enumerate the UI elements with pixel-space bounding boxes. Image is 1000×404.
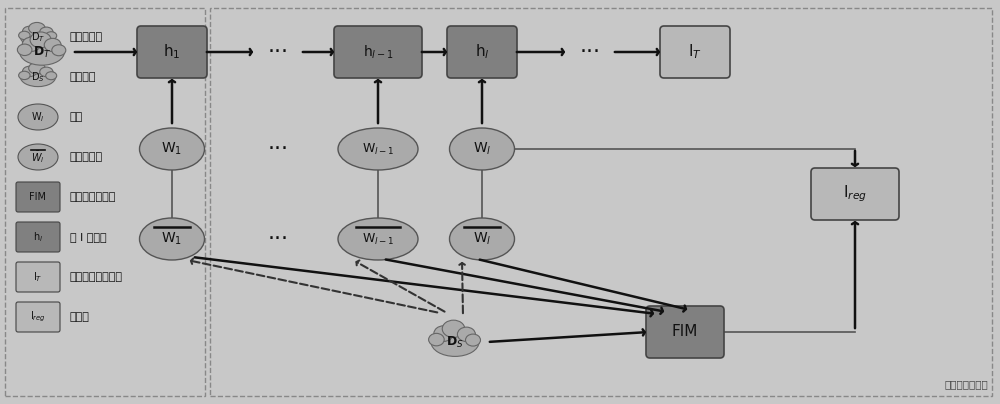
FancyBboxPatch shape [811,168,899,220]
Text: 第 l 层特征: 第 l 层特征 [70,232,107,242]
Text: 费希尔信息矩阵: 费希尔信息矩阵 [70,192,116,202]
Text: W$_1$: W$_1$ [161,231,183,247]
Text: I$_{reg}$: I$_{reg}$ [30,310,46,324]
Ellipse shape [431,328,479,356]
Text: $\bar{W}_l$: $\bar{W}_l$ [31,149,45,165]
Ellipse shape [40,67,53,77]
Ellipse shape [18,144,58,170]
Text: W$_{l-1}$: W$_{l-1}$ [362,231,394,246]
Text: FIM: FIM [672,324,698,339]
Ellipse shape [29,63,45,74]
Text: FIM: FIM [30,192,46,202]
Ellipse shape [20,67,56,86]
Ellipse shape [46,72,57,80]
Ellipse shape [450,128,514,170]
Ellipse shape [20,27,56,46]
Ellipse shape [20,39,64,65]
Text: I$_T$: I$_T$ [33,270,43,284]
Text: h$_{l-1}$: h$_{l-1}$ [363,43,393,61]
Ellipse shape [52,45,66,56]
FancyBboxPatch shape [137,26,207,78]
Text: I$_{reg}$: I$_{reg}$ [843,184,867,204]
Ellipse shape [442,320,465,337]
FancyBboxPatch shape [447,26,517,78]
FancyBboxPatch shape [16,262,60,292]
Ellipse shape [457,327,475,341]
Ellipse shape [30,32,51,48]
FancyBboxPatch shape [334,26,422,78]
Text: h$_1$: h$_1$ [163,43,181,61]
FancyBboxPatch shape [16,182,60,212]
FancyBboxPatch shape [660,26,730,78]
Ellipse shape [29,23,45,34]
Text: W$_l$: W$_l$ [473,141,491,157]
FancyBboxPatch shape [646,306,724,358]
Ellipse shape [140,128,205,170]
Text: 贝叶斯迁移学习: 贝叶斯迁移学习 [944,379,988,389]
Ellipse shape [40,27,53,37]
Text: I$_T$: I$_T$ [688,43,702,61]
Ellipse shape [44,38,61,52]
Text: D$_T$: D$_T$ [31,30,45,44]
Ellipse shape [19,31,30,40]
Text: D$_T$: D$_T$ [33,44,51,59]
Ellipse shape [18,104,58,130]
Text: 源数据集: 源数据集 [70,72,96,82]
Text: ···: ··· [268,229,288,249]
Text: 权值: 权值 [70,112,83,122]
Ellipse shape [429,333,444,346]
Text: 目标数据集: 目标数据集 [70,32,103,42]
Text: 源数据集上的损失: 源数据集上的损失 [70,272,123,282]
Ellipse shape [140,218,205,260]
Text: D$_S$: D$_S$ [31,70,45,84]
Text: ···: ··· [268,42,288,62]
Ellipse shape [465,334,480,346]
Ellipse shape [19,71,30,80]
Text: ···: ··· [580,42,600,62]
Text: h$_l$: h$_l$ [33,230,43,244]
Ellipse shape [434,326,453,341]
FancyBboxPatch shape [16,302,60,332]
Text: W$_l$: W$_l$ [31,110,45,124]
Text: W$_1$: W$_1$ [161,141,183,157]
Text: ···: ··· [268,139,288,159]
FancyBboxPatch shape [16,222,60,252]
Text: D$_S$: D$_S$ [446,335,464,349]
Text: h$_l$: h$_l$ [475,43,489,61]
Text: W$_l$: W$_l$ [473,231,491,247]
Ellipse shape [22,26,37,37]
Ellipse shape [450,218,514,260]
Ellipse shape [338,128,418,170]
Text: 正则项: 正则项 [70,312,90,322]
Ellipse shape [22,37,40,51]
Ellipse shape [338,218,418,260]
Ellipse shape [22,66,37,77]
Text: 预训练权值: 预训练权值 [70,152,103,162]
Ellipse shape [46,32,57,40]
Ellipse shape [17,44,32,55]
Text: W$_{l-1}$: W$_{l-1}$ [362,141,394,157]
